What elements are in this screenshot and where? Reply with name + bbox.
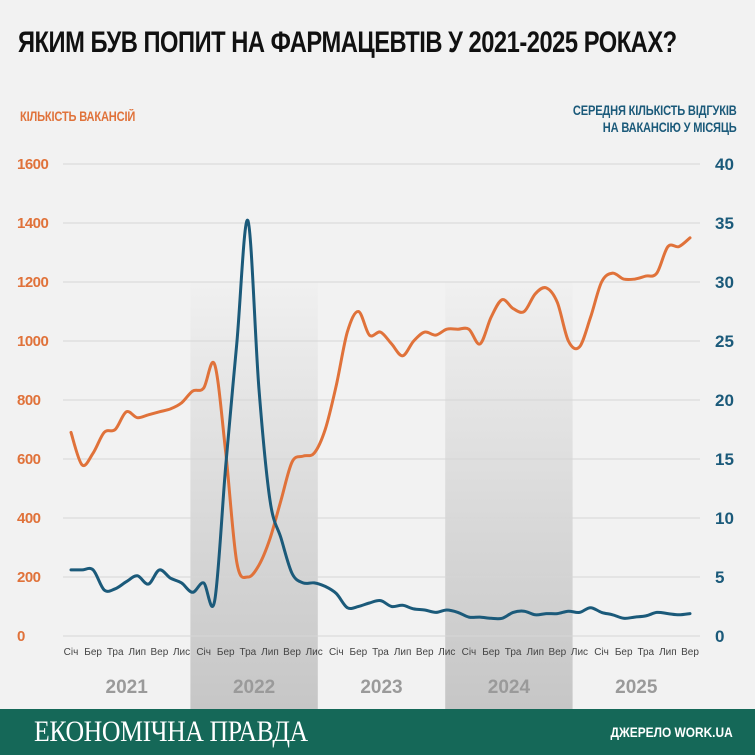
chart-title: ЯКИМ БУВ ПОПИТ НА ФАРМАЦЕВТІВ У 2021-202… [18, 26, 677, 59]
year-label: 2022 [233, 677, 275, 698]
right-tick-label: 15 [715, 450, 734, 469]
right-axis-title-line-1: СЕРЕДНЯ КІЛЬКІСТЬ ВІДГУКІВ [573, 103, 737, 118]
year-labels: 2021 2022 2023 2024 2025 [106, 677, 658, 698]
x-tick-label: Лис [438, 647, 455, 658]
right-axis-ticks: 0 5 10 15 20 25 30 35 40 [715, 155, 734, 646]
x-tick-label: Січ [64, 647, 79, 658]
x-tick-label: Лис [173, 647, 190, 658]
responses-line [69, 219, 692, 621]
x-tick-label: Вер [681, 647, 699, 658]
x-tick-label: Вер [151, 647, 169, 658]
x-tick-label: Тра [637, 647, 654, 658]
year-label: 2024 [488, 677, 531, 698]
x-axis-ticks: Січ Бер Тра Лип Вер Лис Січ Бер Тра Лип Вер Лис Січ Б… [64, 647, 700, 658]
source-label: ДЖЕРЕЛО WORK.UA [610, 724, 733, 740]
x-tick-label: Тра [107, 647, 124, 658]
x-tick-label: Січ [462, 647, 477, 658]
right-axis-title-line-2: НА ВАКАНСІЮ У МІСЯЦЬ [603, 120, 737, 135]
x-tick-label: Тра [372, 647, 389, 658]
right-tick-label: 35 [715, 214, 734, 233]
right-tick-label: 5 [715, 568, 724, 587]
x-tick-label: Вер [283, 647, 301, 658]
series-lines [69, 219, 692, 621]
left-tick-label: 1000 [17, 333, 49, 350]
x-tick-label: Лип [129, 647, 147, 658]
left-tick-label: 800 [17, 392, 41, 409]
x-tick-label: Січ [594, 647, 609, 658]
year-bands [190, 282, 573, 709]
left-tick-label: 1400 [17, 215, 49, 232]
x-tick-label: Бер [482, 647, 500, 658]
x-tick-label: Січ [329, 647, 344, 658]
left-tick-label: 1600 [17, 156, 49, 173]
left-tick-label: 600 [17, 451, 41, 468]
x-tick-label: Вер [548, 647, 566, 658]
left-tick-label: 200 [17, 569, 41, 586]
year-label: 2023 [360, 677, 402, 698]
x-tick-label: Лип [526, 647, 544, 658]
x-tick-label: Вер [416, 647, 434, 658]
right-tick-label: 10 [715, 509, 734, 528]
vacancies-line [69, 236, 692, 580]
right-tick-label: 0 [715, 627, 724, 646]
left-tick-label: 400 [17, 510, 41, 527]
gridlines [63, 163, 700, 637]
x-tick-label: Лип [261, 647, 279, 658]
year-label: 2021 [106, 677, 149, 698]
left-axis-ticks: 0 200 400 600 800 1000 1200 1400 1600 [17, 156, 49, 645]
year-band-2024 [445, 282, 573, 709]
x-tick-label: Тра [505, 647, 522, 658]
right-tick-label: 30 [715, 273, 734, 292]
year-band-2022 [190, 282, 318, 709]
right-tick-label: 40 [715, 155, 734, 174]
x-tick-label: Січ [196, 647, 211, 658]
x-tick-label: Бер [217, 647, 235, 658]
year-label: 2025 [615, 677, 658, 698]
x-tick-label: Бер [84, 647, 102, 658]
brand-logo: ЕКОНОМІЧНА ПРАВДА [34, 715, 308, 748]
left-axis-title: КІЛЬКІСТЬ ВАКАНСІЙ [20, 109, 136, 124]
right-tick-label: 20 [715, 391, 734, 410]
left-tick-label: 1200 [17, 274, 49, 291]
x-tick-label: Лип [659, 647, 677, 658]
left-tick-label: 0 [17, 628, 25, 645]
x-tick-label: Лис [571, 647, 588, 658]
x-tick-label: Бер [350, 647, 368, 658]
right-axis-title: СЕРЕДНЯ КІЛЬКІСТЬ ВІДГУКІВ НА ВАКАНСІЮ У… [573, 102, 737, 136]
x-tick-label: Тра [240, 647, 257, 658]
x-tick-label: Лип [394, 647, 412, 658]
x-tick-label: Лис [306, 647, 323, 658]
x-tick-label: Бер [615, 647, 633, 658]
right-tick-label: 25 [715, 332, 734, 351]
footer: ЕКОНОМІЧНА ПРАВДА ДЖЕРЕЛО WORK.UA [0, 709, 755, 755]
